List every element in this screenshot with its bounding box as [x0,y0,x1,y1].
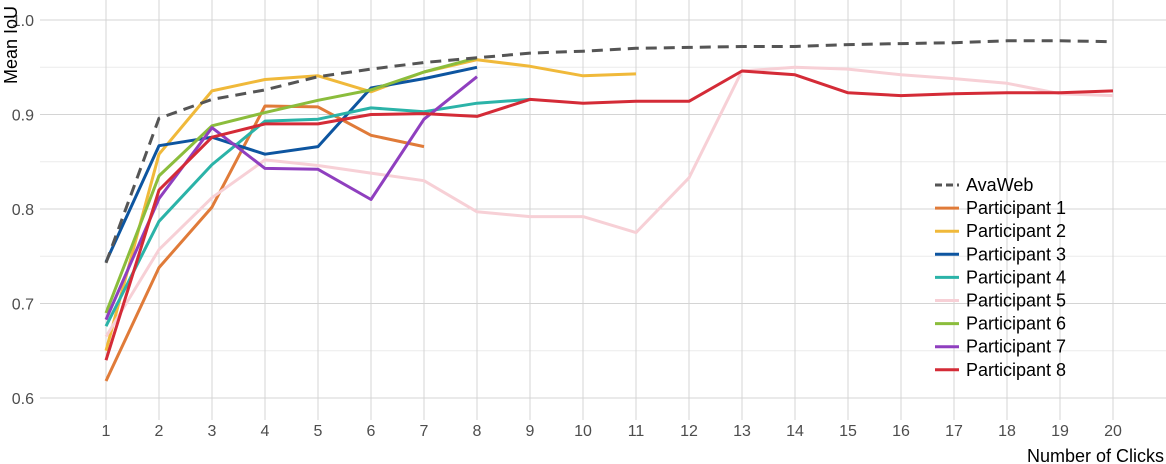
x-tick-label: 11 [628,423,645,440]
series-line-participant-2 [104,58,637,352]
x-tick-label: 14 [786,423,804,440]
legend-label-participant-2: Participant 2 [966,221,1066,241]
legend: AvaWeb Participant 1 Participant 2 Particip… [935,175,1066,380]
series-lines [104,39,1114,382]
x-tick-label: 12 [680,423,698,440]
x-tick-label: 10 [574,423,592,440]
legend-label-avaweb: AvaWeb [966,175,1033,195]
y-axis-title: Mean IoU [1,6,21,84]
series-line-participant-3 [104,65,478,263]
x-tick-label: 20 [1104,423,1122,440]
y-tick-label: 0.9 [12,108,34,125]
series-line-participant-1 [104,104,425,382]
series-line-avaweb [104,39,1114,264]
x-tick-label: 6 [367,423,376,440]
x-tick-label: 4 [261,423,270,440]
x-tick-label: 13 [733,423,751,440]
legend-label-participant-3: Participant 3 [966,244,1066,264]
y-tick-label: 0.8 [12,202,34,219]
x-tick-label: 16 [892,423,910,440]
grid [40,0,1166,420]
legend-label-participant-1: Participant 1 [966,198,1066,218]
x-tick-label: 18 [998,423,1016,440]
x-tick-label: 15 [839,423,857,440]
y-tick-label: 0.7 [12,297,34,314]
x-tick-label: 3 [208,423,217,440]
x-tick-label: 8 [473,423,482,440]
y-tick-label: 1.0 [12,13,34,30]
x-tick-label: 5 [314,423,323,440]
legend-label-participant-7: Participant 7 [966,337,1066,357]
x-axis-title: Number of Clicks [1027,446,1164,464]
y-axis-ticks: 0.6 0.7 0.8 0.9 1.0 [12,13,34,408]
x-tick-label: 19 [1051,423,1069,440]
x-axis-ticks: 1 2 3 4 5 6 7 8 9 10 11 12 13 14 15 16 17 18 19 20 [102,423,1122,440]
legend-label-participant-8: Participant 8 [966,360,1066,380]
series-line-participant-7 [104,75,478,321]
x-tick-label: 2 [155,423,164,440]
series-line-participant-8 [104,69,1114,361]
x-tick-label: 9 [526,423,535,440]
legend-label-participant-5: Participant 5 [966,291,1066,311]
x-tick-label: 1 [102,423,111,440]
y-tick-label: 0.6 [12,391,34,408]
series-line-participant-6 [104,56,478,314]
series-line-participant-4 [104,97,531,327]
legend-label-participant-4: Participant 4 [966,267,1066,287]
series-line-participant-5 [104,65,1114,338]
legend-label-participant-6: Participant 6 [966,314,1066,334]
x-tick-label: 7 [420,423,429,440]
x-tick-label: 17 [945,423,963,440]
